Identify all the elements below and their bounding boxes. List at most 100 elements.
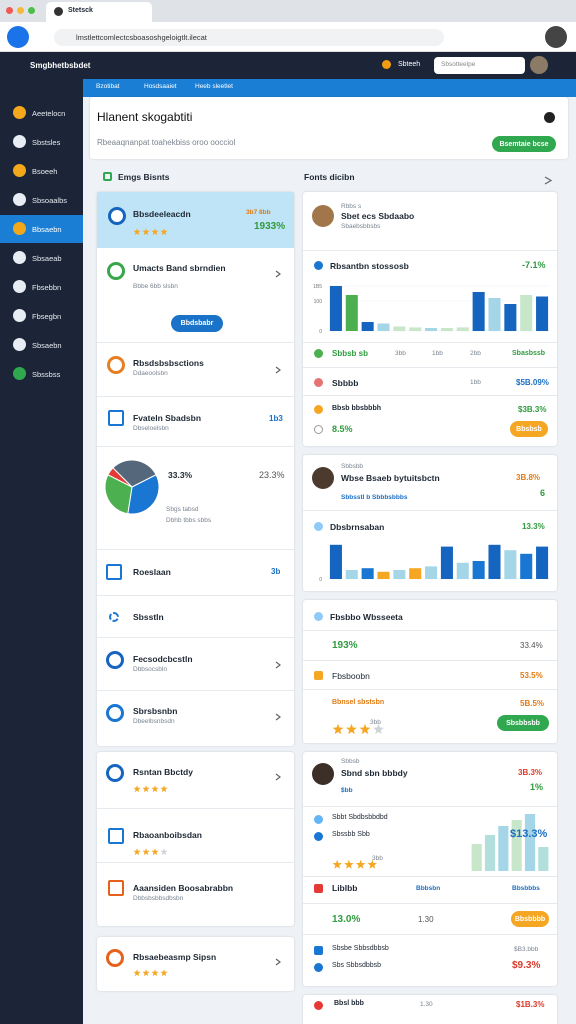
item-sub: Dbbsocsbln bbox=[133, 666, 167, 673]
chevron-path bbox=[275, 366, 281, 374]
item-button[interactable]: Bbdsbabr bbox=[171, 315, 223, 332]
page-subtitle: Rbeaaqnanpat toahekbiss oroo oocciol bbox=[97, 138, 236, 147]
star-icon bbox=[151, 848, 159, 856]
card-value: 1% bbox=[530, 782, 544, 792]
page-title: Hlanent skogabtiti bbox=[97, 110, 193, 124]
bar bbox=[456, 562, 469, 579]
row-label: Fbsboobn bbox=[332, 671, 370, 681]
row-button[interactable]: Bbsbsb bbox=[510, 421, 548, 437]
bar bbox=[471, 844, 482, 871]
profile[interactable] bbox=[545, 26, 567, 48]
row-cell: 1bb bbox=[432, 350, 443, 357]
item-title: Fvateln Sbadsbn bbox=[133, 413, 202, 423]
sidebar-label: Sbsoaalbs bbox=[32, 195, 68, 205]
row-button[interactable]: Sbsbbsbb bbox=[497, 715, 549, 731]
tab[interactable]: Hosdsaaiet bbox=[144, 83, 177, 90]
tab[interactable]: Bzotibat bbox=[96, 83, 120, 90]
sidebar-icon bbox=[13, 135, 26, 148]
chevron-path bbox=[275, 713, 281, 721]
tab[interactable]: Heeb sleetlet bbox=[195, 83, 233, 90]
bar bbox=[409, 568, 422, 579]
url-field[interactable] bbox=[54, 29, 444, 46]
search[interactable] bbox=[434, 57, 525, 74]
sidebar-icon bbox=[13, 251, 26, 264]
header-card bbox=[90, 97, 568, 159]
sidebar-icon bbox=[13, 193, 26, 206]
stars bbox=[332, 723, 384, 735]
browser-tab[interactable] bbox=[46, 2, 152, 22]
header-button[interactable]: Bsemtaie bcse bbox=[492, 136, 556, 152]
chevron bbox=[275, 773, 281, 781]
sidebar-item[interactable]: Sbsaeab bbox=[0, 244, 83, 272]
tab-strip bbox=[83, 79, 576, 97]
chart-change: 13.3% bbox=[522, 522, 545, 531]
pie-slice bbox=[107, 467, 133, 488]
sidebar-item[interactable]: Sbssbss bbox=[0, 360, 83, 388]
item-title: Rsntan Bbctdy bbox=[133, 767, 193, 777]
bar bbox=[361, 322, 374, 331]
star-icon bbox=[142, 848, 150, 856]
bar bbox=[472, 561, 485, 579]
bar bbox=[393, 326, 406, 331]
item-title: Rbsaebeasmp Sipsn bbox=[133, 952, 217, 962]
sidebar-item[interactable]: Bsoeeh bbox=[0, 157, 83, 185]
y-tick-label: 0 bbox=[319, 577, 322, 582]
row-label: 8.5% bbox=[332, 424, 353, 434]
star-icon bbox=[373, 723, 384, 735]
item-sub: Dbeelbsnbsdn bbox=[133, 718, 175, 725]
sidebar-item[interactable]: Fbsegbn bbox=[0, 302, 83, 330]
y-tick-label: 1B5 bbox=[313, 284, 322, 290]
chevron-path bbox=[275, 773, 281, 781]
sidebar-item[interactable]: Fbsebbn bbox=[0, 273, 83, 301]
sidebar-item[interactable]: Aeetelocn bbox=[0, 99, 83, 127]
bar bbox=[361, 568, 374, 579]
back-button[interactable] bbox=[7, 26, 29, 48]
bar bbox=[440, 546, 453, 579]
sidebar-item[interactable]: Sbsoaalbs bbox=[0, 186, 83, 214]
sidebar-item[interactable]: Bbsaebn bbox=[0, 215, 83, 243]
star-icon bbox=[133, 785, 141, 793]
stars bbox=[332, 859, 377, 869]
item-title: Bbsdeeleacdn bbox=[133, 209, 191, 219]
stars bbox=[133, 969, 168, 977]
item-value: 1933% bbox=[254, 221, 286, 232]
search-placeholder: Sbsotteelpe bbox=[441, 61, 476, 68]
chart-title: Rbsantbn stossosb bbox=[330, 261, 409, 271]
sidebar-label: Fbsebbn bbox=[32, 282, 62, 292]
user-name: Sbteeh bbox=[398, 61, 421, 68]
avatar[interactable] bbox=[530, 56, 548, 74]
item-sub: Bbbe 6bb slsbn bbox=[133, 283, 178, 290]
selected-item[interactable] bbox=[97, 192, 294, 248]
bar bbox=[329, 544, 342, 579]
bar bbox=[498, 826, 509, 871]
star-icon bbox=[332, 859, 342, 869]
chevron bbox=[275, 713, 281, 721]
bar bbox=[409, 327, 422, 331]
row-label: 3bb bbox=[370, 719, 381, 726]
sidebar-label: Bbsaebn bbox=[32, 224, 62, 234]
row-label: Sbbbb bbox=[332, 378, 359, 388]
sidebar-label: Sbsaeab bbox=[32, 253, 62, 263]
card-name: Sbet ecs Sbdaabo bbox=[341, 211, 415, 221]
item-title: Roeslaan bbox=[133, 567, 171, 577]
bar bbox=[484, 835, 496, 871]
row-cell: 1bb bbox=[470, 379, 481, 386]
sidebar-item[interactable]: Sbsaebn bbox=[0, 331, 83, 359]
pie-sub: Sbgs tabsd bbox=[166, 506, 199, 513]
card-kicker: Sbbsb bbox=[341, 758, 360, 765]
bar bbox=[488, 298, 501, 331]
sidebar-item[interactable]: Sbstsles bbox=[0, 128, 83, 156]
bar bbox=[520, 295, 533, 331]
row-label: Liblbb bbox=[332, 883, 358, 893]
pie-label: 23.3% bbox=[259, 470, 285, 480]
url: lmstlettcomlectcsboasoshgeloigtlt.ilecat bbox=[76, 33, 207, 42]
bar bbox=[377, 323, 390, 331]
card-value: 3B.8% bbox=[516, 473, 541, 482]
sidebar-icon bbox=[13, 367, 26, 380]
row-button[interactable]: Bbsbbbb bbox=[511, 911, 549, 927]
card-name: Sbnd sbn bbbdy bbox=[341, 768, 408, 778]
bar bbox=[504, 550, 517, 579]
y-tick-label: 0 bbox=[319, 329, 322, 334]
item-title: Sbsstln bbox=[133, 612, 164, 622]
bar bbox=[345, 570, 358, 579]
